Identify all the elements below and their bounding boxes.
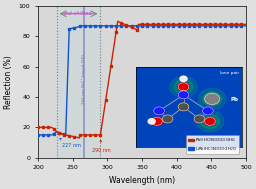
Y-axis label: Reflection (%): Reflection (%) bbox=[4, 55, 13, 109]
Legend: Pb$_3$(HC$_3$N$_3$O$_3$)$_2$(OH)$_2$, LiRb(HC$_3$N$_3$O$_3$)$\cdot$2H$_2$O: Pb$_3$(HC$_3$N$_3$O$_3$)$_2$(OH)$_2$, Li… bbox=[186, 135, 239, 154]
Text: 227 nm: 227 nm bbox=[60, 138, 80, 148]
Text: 290 nm: 290 nm bbox=[92, 140, 111, 153]
X-axis label: Wavelength (nm): Wavelength (nm) bbox=[109, 176, 175, 185]
Text: 266 nm Nd³⁺-based FHG: 266 nm Nd³⁺-based FHG bbox=[82, 54, 86, 104]
Text: red-shifted: red-shifted bbox=[64, 11, 93, 16]
Bar bbox=[57, 6, 100, 158]
